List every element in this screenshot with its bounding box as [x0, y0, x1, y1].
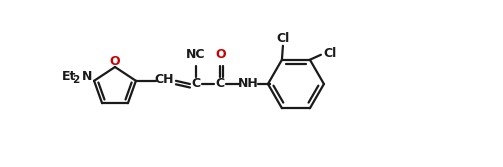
Text: NC: NC — [186, 47, 206, 60]
Text: CH: CH — [154, 73, 174, 86]
Text: Et: Et — [62, 70, 76, 83]
Text: Cl: Cl — [323, 47, 337, 60]
Text: N: N — [82, 70, 93, 83]
Text: C: C — [215, 76, 224, 90]
Text: 2: 2 — [72, 75, 79, 85]
Text: Cl: Cl — [276, 32, 290, 45]
Text: NH: NH — [237, 76, 259, 90]
Text: C: C — [191, 76, 201, 90]
Text: O: O — [216, 47, 226, 60]
Text: O: O — [110, 54, 120, 67]
